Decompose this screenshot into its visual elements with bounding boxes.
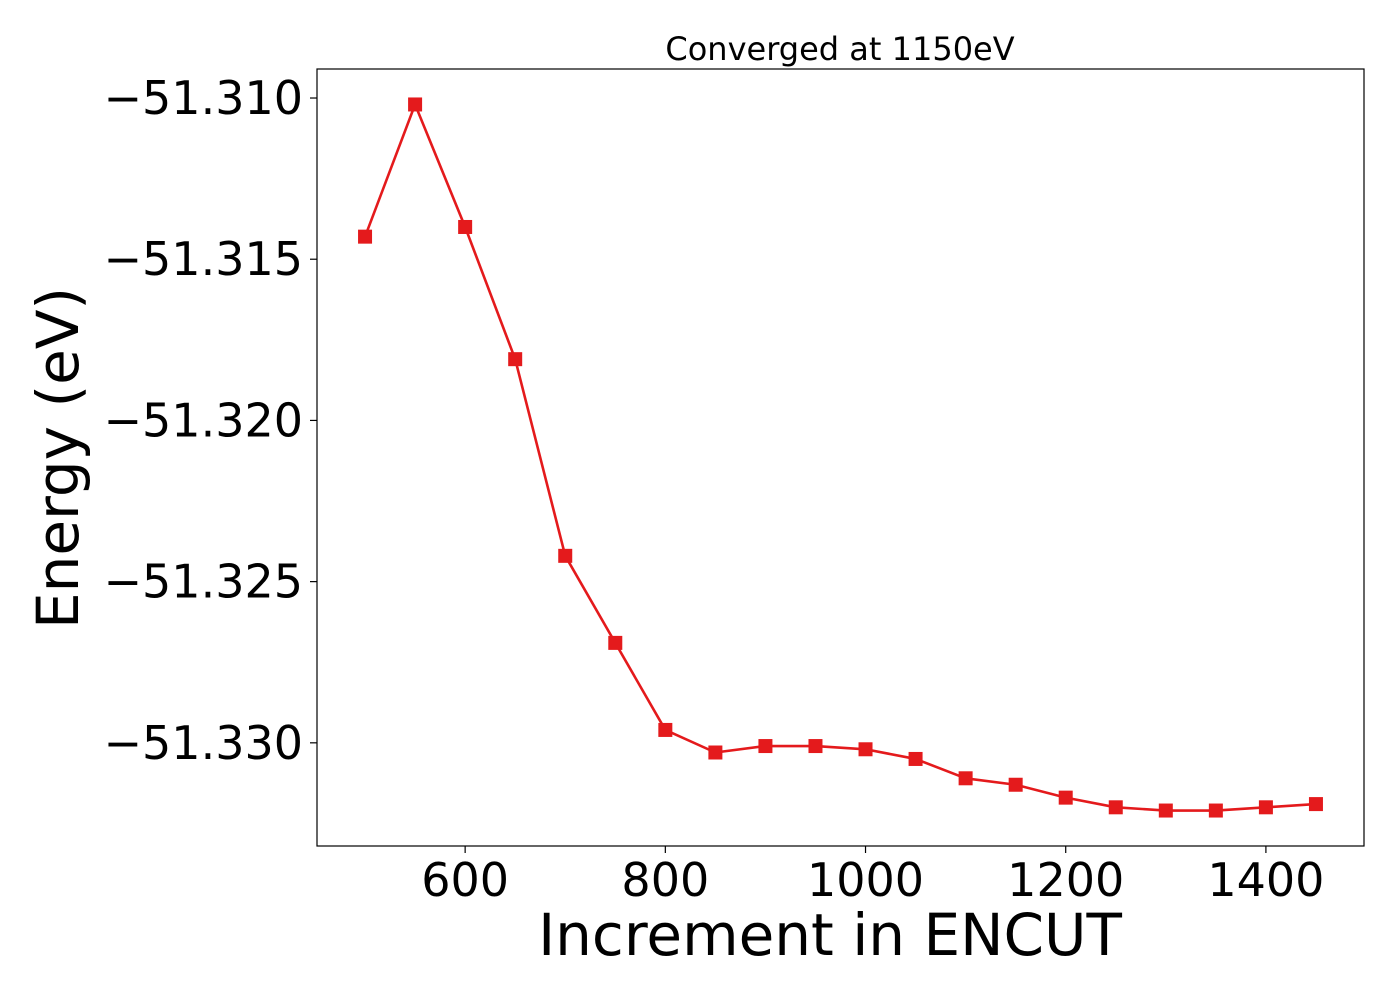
x-tick-label: 600 [421, 853, 509, 907]
x-tick-label: 1000 [807, 853, 924, 907]
data-point-marker [1308, 797, 1323, 812]
x-tick-label: 800 [621, 853, 709, 907]
data-point-marker [658, 722, 673, 737]
data-point-marker [358, 229, 373, 244]
data-point-marker [508, 352, 523, 367]
data-point-marker [958, 771, 973, 786]
data-point-marker [1208, 803, 1223, 818]
data-point-marker [1258, 800, 1273, 815]
data-point-marker [458, 219, 473, 234]
y-tick-label: −51.320 [104, 393, 304, 447]
y-tick-label: −51.315 [104, 232, 304, 286]
data-point-marker [408, 97, 423, 112]
data-point-marker [808, 739, 823, 754]
x-axis-label: Increment in ENCUT [538, 901, 1122, 969]
x-tick-label: 1200 [1007, 853, 1124, 907]
y-tick-label: −51.325 [104, 555, 304, 609]
data-point-marker [858, 742, 873, 757]
chart-title: Converged at 1150eV [665, 30, 1014, 68]
data-point-marker [758, 739, 773, 754]
data-point-marker [1058, 790, 1073, 805]
x-tick-label: 1400 [1207, 853, 1324, 907]
data-point-marker [908, 751, 923, 766]
plot-area [358, 97, 1323, 818]
data-point-marker [1008, 777, 1023, 792]
x-axis: 600 800 1000 1200 1400 [421, 846, 1324, 907]
data-point-marker [1158, 803, 1173, 818]
axes-frame [316, 68, 1365, 847]
y-tick-label: −51.310 [104, 71, 304, 125]
data-point-marker [708, 745, 723, 760]
y-tick-label: −51.330 [104, 716, 304, 770]
data-point-marker [608, 635, 623, 650]
y-axis: −51.310 −51.315 −51.320 −51.325 −51.330 [104, 71, 317, 770]
y-axis-label: Energy (eV) [24, 287, 92, 629]
data-point-marker [1108, 800, 1123, 815]
series-line [363, 103, 1317, 812]
data-point-marker [558, 548, 573, 563]
